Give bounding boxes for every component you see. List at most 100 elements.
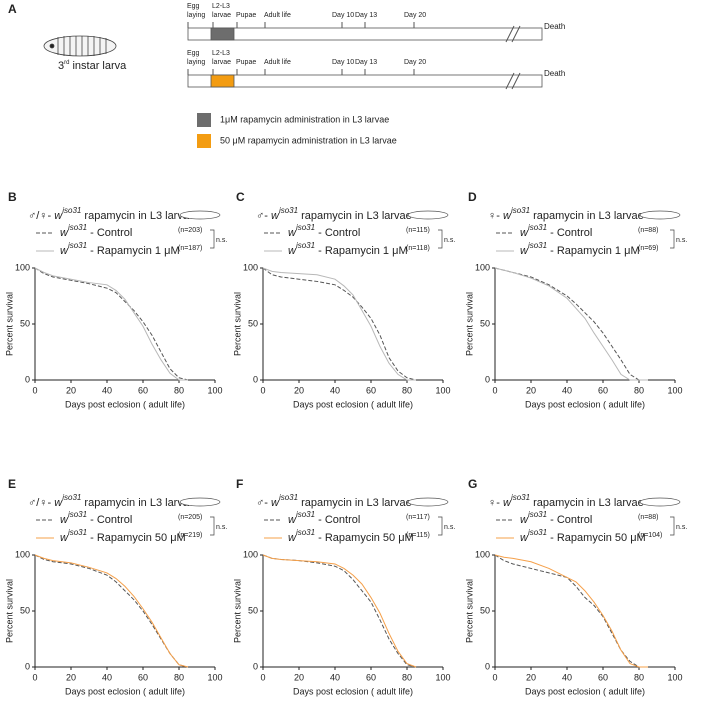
x-tick-label: 60	[598, 672, 608, 682]
annotation: n.s.	[216, 524, 227, 531]
x-tick-label: 20	[66, 385, 76, 395]
sig-bracket	[210, 516, 215, 536]
panel-label: C	[236, 190, 245, 204]
stage-label: Day 10	[332, 59, 354, 66]
timeline-bar	[187, 74, 543, 88]
annotation: n.s.	[216, 237, 227, 244]
x-tick-label: 100	[667, 385, 682, 395]
x-tick-label: 0	[260, 385, 265, 395]
sig-bracket	[210, 229, 215, 249]
legend-w: w	[520, 245, 529, 257]
panel-label: D	[468, 190, 477, 204]
x-tick-label: 0	[32, 672, 37, 682]
stage-label: Egg	[187, 3, 200, 10]
title-w: w	[271, 210, 280, 222]
legend-text: 1μM rapamycin administration in L3 larva…	[220, 114, 389, 124]
legend-n: (n=115)	[406, 227, 430, 234]
legend-sup: iso31	[68, 241, 87, 250]
stage-label: Egg	[187, 50, 200, 57]
legend-text: 50 μM rapamycin administration in L3 lar…	[220, 135, 397, 145]
panel-label: G	[468, 477, 477, 491]
larva-mini-body	[639, 497, 681, 507]
stage-label: laying	[187, 59, 205, 66]
legend-sup: iso31	[528, 223, 547, 232]
x-tick-label: 80	[174, 672, 184, 682]
stage-label: Pupae	[236, 12, 256, 19]
x-axis-label: Days post eclosion ( adult life)	[65, 686, 185, 696]
survival-curve	[34, 554, 189, 668]
x-axis-label: Days post eclosion ( adult life)	[525, 399, 645, 409]
chart-title: ♂/♀- wiso31 rapamycin in L3 larvae	[28, 206, 195, 222]
survival-curve	[494, 554, 648, 668]
legend-name: - Rapamycin 50 μM	[315, 532, 414, 544]
legend-label: wiso31 - Control	[520, 223, 592, 239]
title-sup: iso31	[62, 206, 81, 215]
x-tick-label: 0	[492, 385, 497, 395]
survival-curve	[494, 267, 648, 381]
title-rest: rapamycin in L3 larvae	[81, 210, 195, 222]
y-tick-label: 100	[15, 262, 30, 272]
sig-bracket	[670, 516, 675, 536]
legend-name: - Control	[315, 227, 360, 239]
title-w: w	[271, 497, 280, 509]
x-tick-label: 0	[32, 385, 37, 395]
y-tick-label: 50	[480, 318, 490, 328]
x-tick-label: 0	[260, 672, 265, 682]
legend-name: - Control	[547, 514, 592, 526]
stage-label: Pupae	[236, 59, 256, 66]
title-sex: ♂/♀-	[28, 497, 54, 509]
legend-sup: iso31	[528, 241, 547, 250]
stage-label: Day 10	[332, 12, 354, 19]
y-axis-label: Percent survival	[464, 579, 474, 643]
y-tick-label: 100	[243, 262, 258, 272]
legend-name: - Control	[87, 514, 132, 526]
x-tick-label: 40	[562, 385, 572, 395]
x-tick-label: 80	[634, 672, 644, 682]
larva-mini	[407, 210, 449, 220]
y-axis-label: Percent survival	[4, 579, 14, 643]
title-sup: iso31	[511, 206, 530, 215]
chart-title: ♀- wiso31 rapamycin in L3 larvae	[488, 493, 644, 509]
stage-label: Adult life	[264, 12, 291, 19]
legend-name: - Rapamycin 1 μM	[87, 245, 180, 257]
legend-label: wiso31 - Control	[60, 223, 132, 239]
legend-n: (n=88)	[638, 227, 658, 234]
x-tick-label: 100	[667, 672, 682, 682]
larva-sup: rd	[64, 60, 69, 66]
panel-label: A	[8, 2, 17, 16]
legend-label: wiso31 - Control	[288, 510, 360, 526]
x-tick-label: 80	[634, 385, 644, 395]
legend-label: wiso31 - Control	[520, 510, 592, 526]
y-tick-label: 0	[253, 374, 258, 384]
title-sex: ♂/♀-	[28, 210, 54, 222]
legend-w: w	[520, 532, 529, 544]
title-w: w	[54, 497, 63, 509]
legend-name: - Rapamycin 50 μM	[87, 532, 186, 544]
legend-sup: iso31	[296, 510, 315, 519]
title-sex: ♀-	[488, 210, 503, 222]
title-rest: rapamycin in L3 larvae	[81, 497, 195, 509]
treatment-box	[210, 27, 235, 41]
y-tick-label: 50	[20, 318, 30, 328]
annotation: n.s.	[676, 524, 687, 531]
legend-name: - Rapamycin 1 μM	[547, 245, 640, 257]
y-tick-label: 50	[480, 605, 490, 615]
y-tick-label: 0	[485, 374, 490, 384]
legend-name: - Control	[87, 227, 132, 239]
legend-name: - Rapamycin 50 μM	[547, 532, 646, 544]
larva-mini	[407, 497, 449, 507]
x-tick-label: 20	[294, 385, 304, 395]
x-tick-label: 60	[138, 385, 148, 395]
larva-mini-body	[407, 497, 449, 507]
larva-caption: 3rd instar larva	[58, 60, 127, 72]
legend-label: wiso31 - Control	[60, 510, 132, 526]
stage-label: Day 20	[404, 12, 426, 19]
title-w: w	[54, 210, 63, 222]
larva-icon	[43, 35, 117, 57]
legend-n: (n=203)	[178, 227, 202, 234]
legend-n: (n=118)	[406, 245, 430, 252]
title-sup: iso31	[511, 493, 530, 502]
x-tick-label: 40	[102, 385, 112, 395]
